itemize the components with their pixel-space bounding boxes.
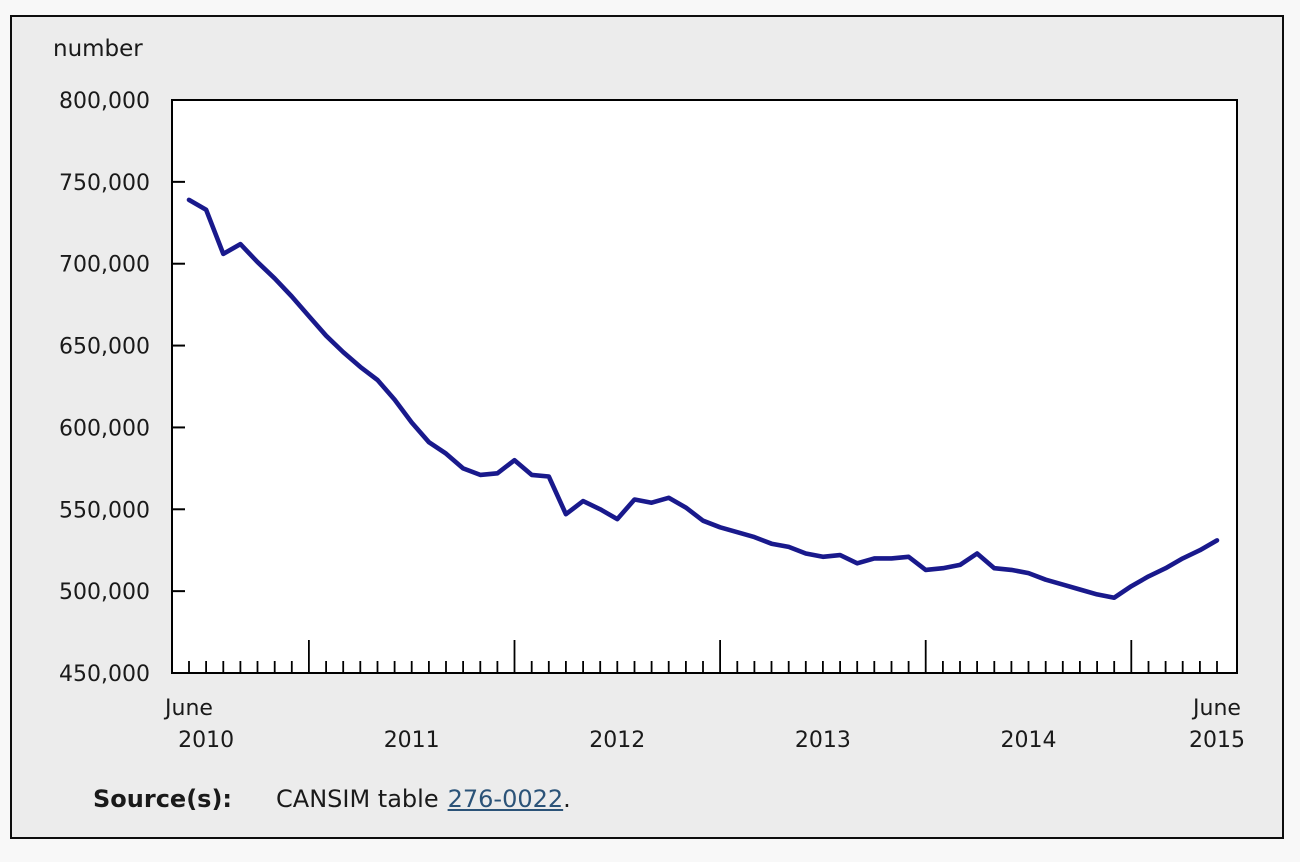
- source-text: CANSIM table: [276, 785, 439, 813]
- y-axis-title: number: [53, 36, 143, 62]
- y-axis-tick-label: 700,000: [59, 253, 150, 278]
- source-table-link[interactable]: 276-0022: [447, 785, 564, 813]
- plot-frame: [171, 99, 1238, 674]
- x-axis-label: 2011: [384, 728, 440, 753]
- y-axis-tick-label: 600,000: [59, 416, 150, 441]
- source-line: Source(s): CANSIM table 276-0022.: [93, 785, 571, 813]
- x-axis-label: 2010: [178, 728, 234, 753]
- x-axis-label: 2013: [795, 728, 851, 753]
- x-axis-label: 2014: [1001, 728, 1057, 753]
- y-axis-tick-label: 550,000: [59, 498, 150, 523]
- source-period: .: [563, 785, 571, 813]
- x-axis-label: June: [163, 696, 213, 721]
- plot-area: [172, 100, 1237, 673]
- source-label: Source(s):: [93, 785, 233, 813]
- y-axis-tick-label: 450,000: [59, 662, 150, 687]
- y-axis-tick-label: 800,000: [59, 89, 150, 114]
- x-axis-label: June: [1191, 696, 1241, 721]
- y-axis-tick-label: 650,000: [59, 335, 150, 360]
- y-axis-tick-label: 750,000: [59, 171, 150, 196]
- y-axis-tick-label: 500,000: [59, 580, 150, 605]
- beneficiaries-data-line: [186, 197, 1220, 601]
- x-axis-label: 2015: [1189, 728, 1245, 753]
- x-axis-label: 2012: [589, 728, 645, 753]
